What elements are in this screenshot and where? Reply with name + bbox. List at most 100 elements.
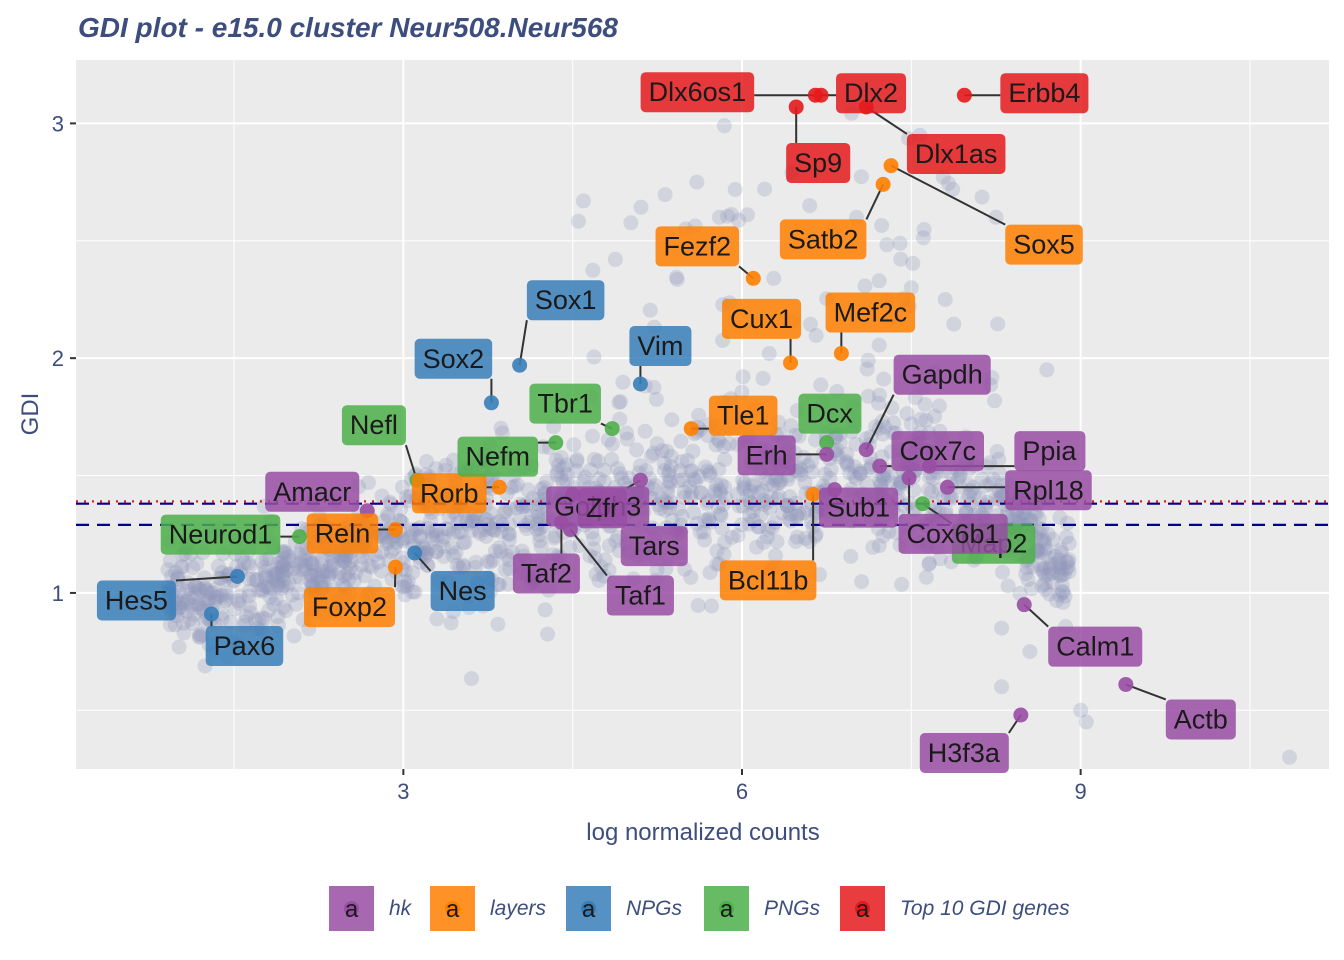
background-gene-point bbox=[994, 620, 1010, 636]
background-gene-point bbox=[657, 187, 673, 203]
background-gene-point bbox=[918, 412, 934, 428]
background-gene-point bbox=[175, 559, 191, 575]
gene-label-box bbox=[205, 626, 284, 667]
background-gene-point bbox=[571, 213, 586, 229]
background-gene-point bbox=[731, 212, 747, 228]
background-gene-point bbox=[921, 482, 937, 498]
gene-label-bcl11b: Bcl11b bbox=[719, 560, 817, 601]
background-gene-point bbox=[585, 531, 601, 547]
background-gene-point bbox=[1038, 541, 1054, 556]
background-gene-point bbox=[428, 461, 444, 477]
gene-label-text: Cox7c bbox=[899, 436, 976, 466]
background-gene-point bbox=[503, 480, 519, 496]
background-gene-point bbox=[270, 609, 286, 625]
background-gene-point bbox=[1033, 544, 1049, 560]
background-gene-point bbox=[886, 415, 902, 431]
gene-label-box bbox=[786, 142, 851, 183]
background-gene-point bbox=[822, 470, 838, 486]
background-gene-point bbox=[791, 506, 807, 521]
background-gene-point bbox=[316, 563, 332, 579]
background-gene-point bbox=[180, 581, 196, 597]
gene-label-text: Bcl11b bbox=[728, 565, 809, 595]
background-gene-point bbox=[757, 181, 773, 197]
background-gene-point bbox=[876, 371, 892, 387]
background-gene-point bbox=[218, 588, 234, 604]
background-gene-point bbox=[793, 466, 809, 482]
background-gene-point bbox=[521, 514, 537, 530]
background-gene-point bbox=[199, 583, 215, 599]
background-gene-point bbox=[659, 485, 675, 501]
background-gene-point bbox=[569, 451, 585, 467]
background-gene-point bbox=[450, 515, 466, 531]
legend-item-top-10-gdi-genes: a Top 10 GDI genes bbox=[840, 886, 1070, 931]
background-gene-point bbox=[817, 466, 833, 482]
background-gene-point bbox=[269, 577, 285, 593]
gene-label-cox6b1: Cox6b1 bbox=[898, 513, 1008, 554]
gene-point-tbr1 bbox=[604, 421, 620, 437]
background-gene-point bbox=[661, 463, 677, 479]
background-gene-point bbox=[419, 557, 435, 573]
background-gene-point bbox=[397, 573, 413, 589]
background-gene-point bbox=[750, 519, 766, 535]
gene-point-cox6b1 bbox=[901, 470, 917, 486]
background-gene-point bbox=[242, 598, 257, 614]
background-gene-point bbox=[693, 485, 709, 501]
gene-label-box bbox=[96, 580, 176, 621]
background-gene-point bbox=[429, 544, 444, 560]
background-gene-point bbox=[1061, 564, 1077, 580]
background-gene-point bbox=[1024, 581, 1040, 597]
background-gene-point bbox=[874, 218, 890, 233]
background-gene-point bbox=[945, 181, 961, 197]
gene-label-box bbox=[306, 513, 379, 554]
background-gene-point bbox=[549, 467, 565, 483]
background-gene-point bbox=[546, 530, 562, 546]
gene-point-sox1 bbox=[512, 357, 528, 373]
background-gene-point bbox=[1050, 565, 1066, 581]
background-gene-point bbox=[804, 464, 820, 480]
background-gene-point bbox=[306, 568, 322, 584]
gene-point-rorb bbox=[491, 479, 507, 495]
background-gene-point bbox=[397, 587, 413, 603]
background-gene-point bbox=[192, 626, 207, 642]
background-gene-point bbox=[1041, 567, 1057, 583]
background-gene-point bbox=[248, 572, 264, 588]
background-gene-point bbox=[186, 607, 202, 622]
background-gene-point bbox=[534, 481, 550, 497]
background-gene-point bbox=[288, 569, 304, 585]
background-gene-point bbox=[530, 516, 546, 532]
background-gene-point bbox=[1031, 511, 1047, 527]
background-gene-point bbox=[164, 569, 180, 585]
legend-item-hk: a hk bbox=[329, 886, 413, 931]
background-gene-point bbox=[492, 540, 507, 556]
gene-label-nes: Nes bbox=[430, 571, 495, 612]
background-gene-point bbox=[274, 563, 290, 579]
gene-point-reln bbox=[387, 522, 403, 538]
background-gene-point bbox=[281, 575, 297, 591]
background-gene-point bbox=[199, 594, 215, 610]
gene-label-nefl: Nefl bbox=[341, 405, 406, 446]
gene-label-text: Fezf2 bbox=[664, 231, 732, 261]
background-gene-point bbox=[937, 292, 953, 307]
gene-label-tars: Tars bbox=[620, 526, 688, 567]
background-gene-point bbox=[1052, 510, 1068, 525]
background-gene-point bbox=[724, 529, 740, 545]
gene-label-text: Foxp2 bbox=[312, 592, 387, 622]
legend-item-npgs: a NPGs bbox=[566, 886, 683, 931]
background-gene-point bbox=[450, 524, 466, 540]
background-gene-point bbox=[223, 614, 238, 630]
background-gene-point bbox=[892, 235, 908, 251]
background-gene-point bbox=[246, 571, 262, 587]
gene-label-text: Actb bbox=[1174, 704, 1228, 734]
background-gene-point bbox=[549, 464, 565, 480]
background-gene-point bbox=[879, 237, 895, 253]
background-gene-point bbox=[709, 543, 725, 559]
background-gene-point bbox=[614, 470, 630, 486]
background-gene-point bbox=[712, 483, 728, 499]
background-gene-point bbox=[162, 553, 178, 569]
background-gene-point bbox=[736, 479, 752, 495]
gene-point-tle1 bbox=[683, 421, 699, 437]
background-gene-point bbox=[297, 558, 313, 574]
background-gene-point bbox=[772, 475, 788, 490]
background-gene-point bbox=[610, 461, 625, 476]
background-gene-point bbox=[703, 514, 719, 530]
